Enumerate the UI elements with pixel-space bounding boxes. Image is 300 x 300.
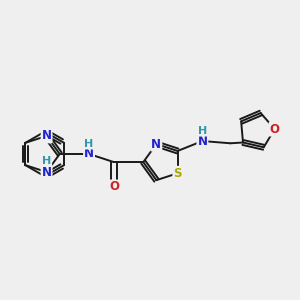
Text: N: N (197, 134, 207, 148)
Text: N: N (152, 138, 161, 151)
Text: S: S (173, 167, 182, 180)
Text: H: H (42, 156, 51, 166)
Text: N: N (84, 148, 94, 160)
Text: H: H (198, 126, 207, 136)
Text: O: O (270, 123, 280, 136)
Text: O: O (109, 181, 119, 194)
Text: N: N (42, 129, 52, 142)
Text: N: N (42, 166, 52, 178)
Text: H: H (84, 139, 94, 148)
